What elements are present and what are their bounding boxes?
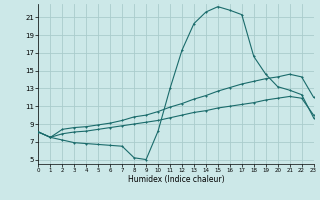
X-axis label: Humidex (Indice chaleur): Humidex (Indice chaleur)	[128, 175, 224, 184]
